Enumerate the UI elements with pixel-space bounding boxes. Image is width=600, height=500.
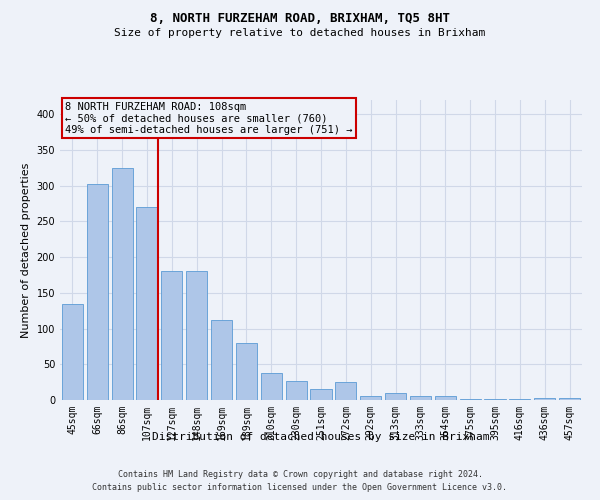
- Bar: [236, 343, 257, 400]
- Bar: [161, 270, 182, 400]
- Text: Size of property relative to detached houses in Brixham: Size of property relative to detached ho…: [115, 28, 485, 38]
- Text: 8, NORTH FURZEHAM ROAD, BRIXHAM, TQ5 8HT: 8, NORTH FURZEHAM ROAD, BRIXHAM, TQ5 8HT: [150, 12, 450, 26]
- Bar: [186, 270, 207, 400]
- Y-axis label: Number of detached properties: Number of detached properties: [21, 162, 31, 338]
- Text: Contains HM Land Registry data © Crown copyright and database right 2024.: Contains HM Land Registry data © Crown c…: [118, 470, 482, 479]
- Bar: [335, 382, 356, 400]
- Bar: [310, 388, 332, 400]
- Bar: [136, 207, 158, 400]
- Bar: [62, 304, 83, 400]
- Bar: [286, 380, 307, 400]
- Bar: [261, 373, 282, 400]
- Text: Contains public sector information licensed under the Open Government Licence v3: Contains public sector information licen…: [92, 482, 508, 492]
- Bar: [87, 184, 108, 400]
- Bar: [435, 396, 456, 400]
- Text: Distribution of detached houses by size in Brixham: Distribution of detached houses by size …: [152, 432, 490, 442]
- Bar: [112, 168, 133, 400]
- Bar: [211, 320, 232, 400]
- Bar: [385, 393, 406, 400]
- Text: 8 NORTH FURZEHAM ROAD: 108sqm
← 50% of detached houses are smaller (760)
49% of : 8 NORTH FURZEHAM ROAD: 108sqm ← 50% of d…: [65, 102, 353, 134]
- Bar: [410, 396, 431, 400]
- Bar: [360, 396, 381, 400]
- Bar: [559, 398, 580, 400]
- Bar: [534, 398, 555, 400]
